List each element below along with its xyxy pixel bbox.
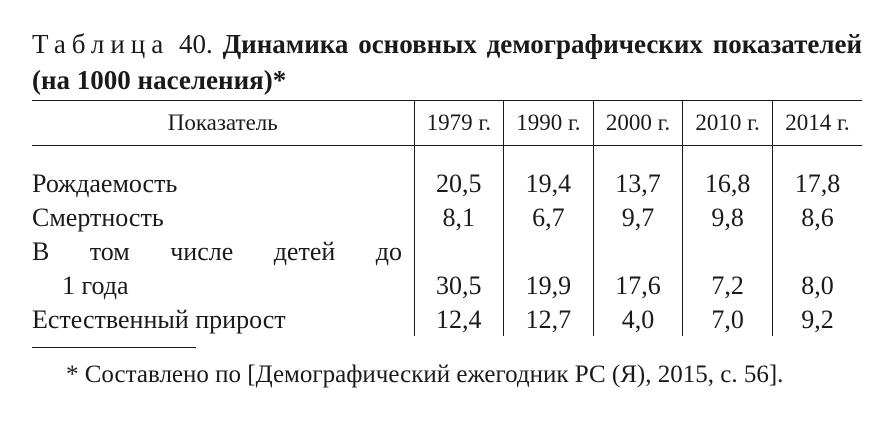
row-label: Смертность bbox=[32, 203, 164, 232]
row-label: Естественный прирост bbox=[32, 305, 286, 334]
header-year: 2010 г. bbox=[682, 100, 773, 146]
footnote: * Составлено по [Демографический ежегодн… bbox=[66, 361, 784, 388]
demographics-table: Показатель 1979 г. 1990 г. 2000 г. 2010 … bbox=[32, 100, 862, 336]
cell-empty bbox=[771, 234, 862, 268]
caption-title: Динамика основных демографических показа… bbox=[32, 29, 863, 95]
cell-value: 17,8 bbox=[771, 145, 862, 200]
header-indicator: Показатель bbox=[32, 100, 414, 146]
table-row: Рождаемость 20,5 19,4 13,7 16,8 17,8 bbox=[32, 145, 862, 200]
header-year: 1990 г. bbox=[503, 100, 594, 146]
footnote-divider bbox=[32, 347, 196, 348]
cell-value: 13,7 bbox=[592, 145, 683, 200]
table-row: Смертность 8,1 6,7 9,7 9,8 8,6 bbox=[32, 200, 862, 234]
cell-value: 9,7 bbox=[592, 200, 683, 234]
cell-value: 7,0 bbox=[682, 302, 773, 336]
cell-value: 12,7 bbox=[503, 302, 594, 336]
cell-value: 19,4 bbox=[503, 145, 594, 200]
row-label: В том числе детей до bbox=[32, 234, 414, 268]
label-word: до bbox=[375, 237, 402, 266]
label-word: том bbox=[89, 237, 130, 266]
table-row: В том числе детей до bbox=[32, 234, 862, 268]
table-caption: Таблица 40. Динамика основных демографич… bbox=[32, 26, 862, 98]
label-word: детей bbox=[273, 237, 336, 266]
header-row: Показатель 1979 г. 1990 г. 2000 г. 2010 … bbox=[32, 100, 862, 146]
label-word: числе bbox=[170, 237, 234, 266]
header-year: 2014 г. bbox=[771, 100, 862, 146]
cell-value: 12,4 bbox=[413, 302, 504, 336]
header-year: 2000 г. bbox=[592, 100, 683, 146]
cell-empty bbox=[503, 234, 594, 268]
table-row: Естественный прирост 12,4 12,7 4,0 7,0 9… bbox=[32, 302, 862, 336]
cell-value: 16,8 bbox=[682, 145, 773, 200]
cell-value: 7,2 bbox=[682, 268, 773, 302]
caption-prefix: Таблица bbox=[32, 29, 170, 59]
cell-value: 4,0 bbox=[592, 302, 683, 336]
table-row: 1 года 30,5 19,9 17,6 7,2 8,0 bbox=[32, 268, 862, 302]
label-word: В bbox=[32, 237, 50, 266]
cell-value: 9,8 bbox=[682, 200, 773, 234]
row-label: Рождаемость bbox=[32, 169, 178, 198]
header-year: 1979 г. bbox=[413, 100, 504, 146]
cell-value: 19,9 bbox=[503, 268, 594, 302]
cell-empty bbox=[413, 234, 504, 268]
cell-value: 30,5 bbox=[413, 268, 504, 302]
cell-value: 20,5 bbox=[413, 145, 504, 200]
row-label: 1 года bbox=[62, 271, 129, 300]
demographics-table-wrap: Показатель 1979 г. 1990 г. 2000 г. 2010 … bbox=[32, 100, 862, 336]
cell-value: 8,6 bbox=[771, 200, 862, 234]
cell-value: 17,6 bbox=[592, 268, 683, 302]
cell-value: 8,0 bbox=[771, 268, 862, 302]
cell-value: 8,1 bbox=[413, 200, 504, 234]
caption-number: 40. bbox=[179, 29, 213, 59]
cell-value: 6,7 bbox=[503, 200, 594, 234]
cell-empty bbox=[682, 234, 773, 268]
cell-value: 9,2 bbox=[771, 302, 862, 336]
cell-empty bbox=[592, 234, 683, 268]
